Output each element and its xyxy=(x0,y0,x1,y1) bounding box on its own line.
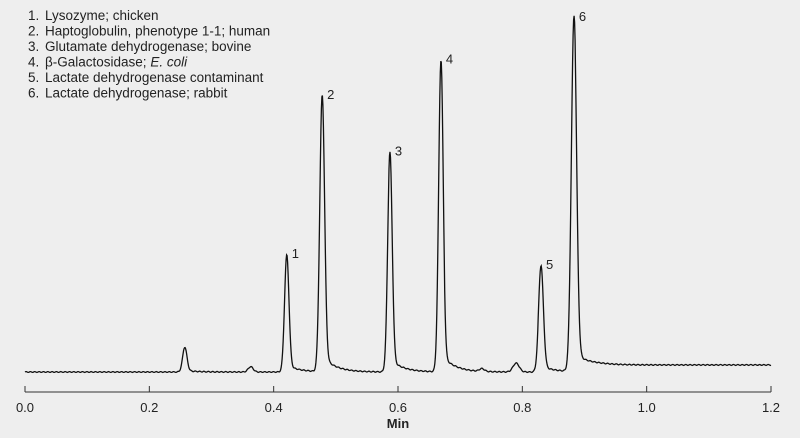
legend-entry: Lactate dehydrogenase contaminant xyxy=(45,70,264,85)
legend-number: 5. xyxy=(28,70,39,85)
x-tick-label: 0.4 xyxy=(265,400,283,415)
legend-number: 2. xyxy=(28,24,39,39)
legend-entry: Glutamate dehydrogenase; bovine xyxy=(45,39,251,54)
legend-entry-text: Glutamate dehydrogenase; bovine xyxy=(45,39,251,54)
legend-number: 3. xyxy=(28,39,39,54)
legend-entry: Lysozyme; chicken xyxy=(45,8,159,23)
legend-entry: β-Galactosidase; E. coli xyxy=(45,55,188,70)
legend-entry: Lactate dehydrogenase; rabbit xyxy=(45,86,228,101)
legend-entry-text: β-Galactosidase; xyxy=(45,55,150,70)
peak-label-3: 3 xyxy=(395,144,402,159)
peak-labels: 1 2 3 4 5 6 xyxy=(292,9,586,272)
legend-entry-text: Haptoglobulin, phenotype 1-1; human xyxy=(45,24,270,39)
x-axis-label: Min xyxy=(387,416,409,431)
legend-number: 1. xyxy=(28,8,39,23)
peak-label-2: 2 xyxy=(327,87,334,102)
legend-entry: Haptoglobulin, phenotype 1-1; human xyxy=(45,24,270,39)
legend-entry-italic: E. coli xyxy=(150,55,188,70)
x-tick-label: 0.0 xyxy=(16,400,34,415)
legend: 1. Lysozyme; chicken 2. Haptoglobulin, phen… xyxy=(28,8,270,101)
x-tick-label: 0.8 xyxy=(513,400,531,415)
chromatogram-trace xyxy=(24,15,772,374)
peak-label-5: 5 xyxy=(546,257,553,272)
x-axis-ticks: 0.0 0.2 0.4 0.6 0.8 1.0 1.2 xyxy=(16,386,780,415)
x-tick-label: 0.2 xyxy=(140,400,158,415)
peak-label-6: 6 xyxy=(579,9,586,24)
peak-label-1: 1 xyxy=(292,246,299,261)
legend-number: 4. xyxy=(28,55,39,70)
legend-entry-text: Lysozyme; chicken xyxy=(45,8,159,23)
legend-number: 6. xyxy=(28,86,39,101)
x-tick-label: 0.6 xyxy=(389,400,407,415)
legend-entry-text: Lactate dehydrogenase contaminant xyxy=(45,70,264,85)
x-tick-label: 1.0 xyxy=(638,400,656,415)
x-tick-label: 1.2 xyxy=(762,400,780,415)
peak-label-4: 4 xyxy=(446,51,453,66)
legend-entry-text: Lactate dehydrogenase; rabbit xyxy=(45,86,228,101)
